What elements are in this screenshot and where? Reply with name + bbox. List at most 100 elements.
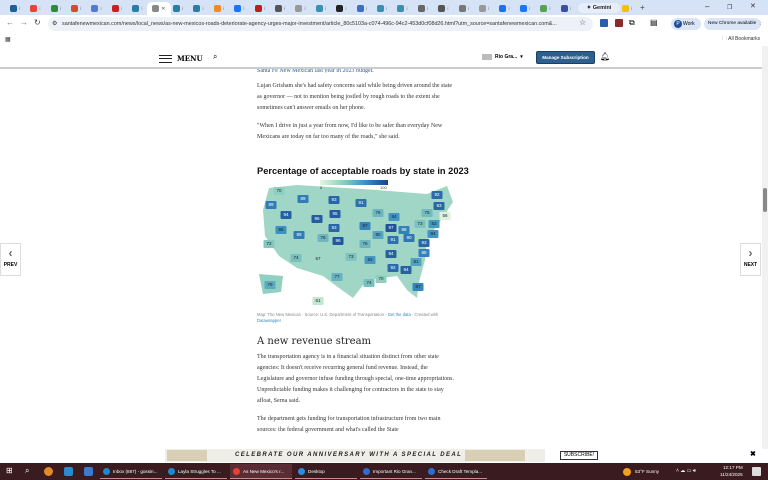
state-mn[interactable]: 91 — [355, 199, 367, 207]
search-icon[interactable]: ⌕ — [213, 52, 218, 61]
browser-tab[interactable]: ⁝ — [24, 2, 46, 15]
state-vt[interactable]: 93 — [433, 202, 445, 210]
state-me[interactable]: 92 — [431, 191, 443, 199]
state-pa[interactable]: 73 — [414, 220, 426, 228]
close-tab-icon[interactable]: ⁝ — [365, 5, 368, 12]
close-tab-icon[interactable]: ⁝ — [120, 5, 123, 12]
scrollbar-thumb[interactable] — [763, 188, 767, 212]
clock-time[interactable]: 12:17 PM — [723, 465, 743, 470]
state-tn[interactable]: 94 — [385, 250, 397, 258]
update-chrome-button[interactable]: New Chrome available ⋮ — [704, 18, 761, 30]
browser-tab[interactable]: ⁝ — [616, 2, 638, 15]
close-tab-icon[interactable]: ⁝ — [345, 5, 347, 12]
browser-tab[interactable]: ✕ — [146, 2, 171, 15]
forward-icon[interactable]: → — [20, 18, 28, 27]
state-ok[interactable]: 73 — [345, 253, 357, 261]
state-ky[interactable]: 91 — [387, 236, 399, 244]
state-il[interactable]: 80 — [372, 231, 384, 239]
close-tab-icon[interactable]: ⁝ — [59, 5, 62, 12]
close-tab-icon[interactable]: ⁝ — [202, 5, 204, 12]
state-ak[interactable]: 79 — [264, 281, 276, 289]
close-tab-icon[interactable]: ⁝ — [569, 5, 572, 12]
close-tab-icon[interactable]: ⁝ — [508, 5, 510, 12]
close-tab-icon[interactable]: ⁝ — [426, 5, 429, 12]
next-article-button[interactable]: › NEXT — [740, 243, 761, 276]
browser-tab[interactable]: ⁝ — [106, 2, 128, 15]
state-nd[interactable]: 93 — [328, 196, 340, 204]
taskbar-app[interactable]: Inbox (887) - gossin... — [100, 464, 162, 479]
browser-tab[interactable]: ⁝ — [188, 2, 210, 15]
maximize-button[interactable]: ❐ — [727, 5, 733, 11]
close-tab-icon[interactable]: ⁝ — [385, 5, 388, 12]
gemini-button[interactable]: ✦ Gemini — [578, 3, 620, 13]
taskbar-app[interactable]: Layla Struggles To ... — [165, 464, 227, 479]
state-nc[interactable]: 88 — [418, 249, 430, 257]
bell-icon[interactable]: 🔔︎ — [600, 52, 611, 61]
close-tab-icon[interactable]: ⁝ — [39, 5, 41, 12]
state-al[interactable]: 92 — [387, 264, 399, 272]
state-ia[interactable]: 87 — [359, 222, 371, 230]
close-tab-icon[interactable]: ⁝ — [18, 5, 21, 12]
close-tab-icon[interactable]: ⁝ — [243, 5, 245, 12]
extension-icon[interactable] — [615, 19, 623, 27]
windows-start-icon[interactable]: ⊞ — [6, 466, 13, 475]
close-tab-icon[interactable]: ⁝ — [406, 5, 408, 12]
url-input[interactable]: ⚙ santafenewmexican.com/news/local_news/… — [48, 17, 593, 31]
apps-grid-icon[interactable]: ▦ — [5, 37, 11, 43]
system-tray-icons[interactable]: ˄ ☁ ▭ 🔊︎ — [676, 468, 696, 474]
site-info-icon[interactable]: ⚙ — [52, 21, 58, 27]
state-tx[interactable]: 77 — [331, 273, 343, 281]
close-window-button[interactable]: ✕ — [750, 3, 756, 10]
browser-tab[interactable]: ⁝ — [351, 2, 373, 15]
state-wa[interactable]: 70 — [273, 187, 285, 195]
browser-tab[interactable]: ⁝ — [269, 2, 291, 15]
state-wi[interactable]: 76 — [372, 209, 384, 217]
close-tab-icon[interactable]: ⁝ — [100, 5, 102, 12]
close-tab-icon[interactable]: ⁝ — [324, 5, 327, 12]
browser-tab[interactable]: ⁝ — [45, 2, 67, 15]
browser-tab[interactable]: ⁝ — [534, 2, 556, 15]
state-hi[interactable]: 61 — [312, 297, 324, 305]
state-sd[interactable]: 95 — [329, 210, 341, 218]
bookmark-star-icon[interactable]: ☆ — [579, 18, 587, 27]
close-tab-icon[interactable]: ⁝ — [222, 5, 225, 12]
close-tab-icon[interactable]: ⁝ — [263, 5, 266, 12]
search-icon[interactable]: ⌕ — [25, 466, 30, 475]
close-tab-icon[interactable]: ⁝ — [304, 5, 306, 12]
datawrapper-link[interactable]: Datawrapper — [257, 318, 281, 323]
state-va[interactable]: 93 — [418, 239, 430, 247]
browser-tab[interactable]: ⁝ — [228, 2, 250, 15]
state-ks[interactable]: 96 — [332, 237, 344, 245]
reload-icon[interactable]: ↻ — [34, 18, 41, 27]
close-tab-icon[interactable]: ⁝ — [528, 5, 531, 12]
minimize-button[interactable]: – — [705, 2, 710, 11]
taskbar-app[interactable]: Desktop — [295, 464, 357, 479]
browser-tab[interactable]: ⁝ — [412, 2, 434, 15]
browser-tab[interactable]: ⁝ — [514, 2, 536, 15]
browser-tab[interactable]: ⁝ — [249, 2, 271, 15]
browser-tab[interactable]: ⁝ — [86, 2, 108, 15]
close-tab-icon[interactable]: ⁝ — [141, 5, 143, 12]
browser-tab[interactable]: ⁝ — [392, 2, 414, 15]
close-tab-icon[interactable]: ⁝ — [447, 5, 449, 12]
road-quality-map[interactable]: 70 89 94 89 95 93 95 93 96 91 87 76 84 80 97 88 91 90 93 88… — [257, 180, 453, 308]
get-data-link[interactable]: Get the data — [387, 312, 411, 317]
browser-tab[interactable]: ⁝ — [330, 2, 352, 15]
state-mo[interactable]: 76 — [359, 240, 371, 248]
close-banner-button[interactable]: ✖ — [750, 451, 756, 458]
account-menu[interactable]: Rio Gra... ▾ — [482, 54, 523, 60]
state-or[interactable]: 89 — [265, 201, 277, 209]
browser-tab[interactable]: ⁝ — [453, 2, 475, 15]
weather-text[interactable]: 53°F Sunny — [635, 469, 660, 474]
notifications-icon[interactable] — [752, 467, 761, 476]
taskbar-app[interactable]: Check Draft Templa... — [425, 464, 487, 479]
promo-banner[interactable]: CELEBRATE OUR ANNIVERSARY WITH A SPECIAL… — [165, 449, 545, 462]
taskbar-app[interactable]: As New Mexico's r... — [230, 464, 292, 479]
clock-date[interactable]: 11/24/2025 — [720, 472, 743, 477]
state-mt[interactable]: 89 — [297, 195, 309, 203]
side-panel-icon[interactable]: ▤ — [650, 18, 658, 27]
browser-tab[interactable]: ⁝ — [167, 2, 189, 15]
state-mi[interactable]: 84 — [388, 213, 400, 221]
close-tab-icon[interactable]: ⁝ — [467, 5, 470, 12]
state-wy[interactable]: 95 — [311, 215, 323, 223]
